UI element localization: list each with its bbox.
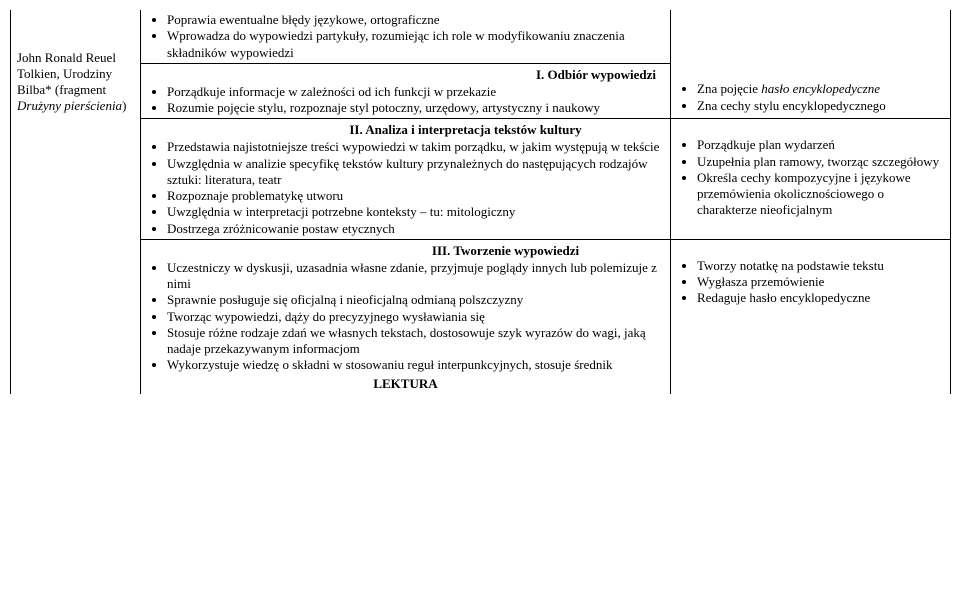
intro-middle-cell: Poprawia ewentualne błędy językowe, orto… [141, 10, 671, 63]
list-item: Wprowadza do wypowiedzi partykuły, rozum… [167, 28, 664, 61]
lektura-heading: LEKTURA [147, 376, 664, 392]
list-item: Porządkuje plan wydarzeń [697, 137, 944, 153]
list-item: Uwzględnia w analizie specyfikę tekstów … [167, 156, 664, 189]
section1-middle-cell: I. Odbiór wypowiedzi Porządkuje informac… [141, 63, 671, 119]
source-cell: John Ronald Reuel Tolkien, Urodziny Bilb… [11, 10, 141, 394]
list-item: Rozumie pojęcie stylu, rozpoznaje styl p… [167, 100, 664, 116]
list-item: Sprawnie posługuje się oficjalną i nieof… [167, 292, 664, 308]
list-item: Uzupełnia plan ramowy, tworząc szczegóło… [697, 154, 944, 170]
table-row: John Ronald Reuel Tolkien, Urodziny Bilb… [11, 10, 951, 63]
section3-left-list: Uczestniczy w dyskusji, uzasadnia własne… [167, 260, 664, 374]
list-item: Wykorzystuje wiedzę o składni w stosowan… [167, 357, 664, 373]
section3-right-list: Tworzy notatkę na podstawie tekstu Wygła… [697, 258, 944, 307]
intro-right-cell [671, 10, 951, 63]
author-line: Bilba* (fragment Drużyny pierścienia) [17, 82, 134, 114]
list-item: Porządkuje informacje w zależności od ic… [167, 84, 664, 100]
section1-right-list: Zna pojęcie hasło encyklopedyczne Zna ce… [697, 81, 944, 114]
list-item: Określa cechy kompozycyjne i językowe pr… [697, 170, 944, 219]
list-item: Dostrzega zróżnicowanie postaw etycznych [167, 221, 664, 237]
list-item: Wygłasza przemówienie [697, 274, 944, 290]
section2-middle-cell: II. Analiza i interpretacja tekstów kult… [141, 119, 671, 240]
section3-middle-cell: III. Tworzenie wypowiedzi Uczestniczy w … [141, 239, 671, 393]
author-line: John Ronald Reuel [17, 50, 134, 66]
list-item: Poprawia ewentualne błędy językowe, orto… [167, 12, 664, 28]
list-item: Przedstawia najistotniejsze treści wypow… [167, 139, 664, 155]
list-item: Uczestniczy w dyskusji, uzasadnia własne… [167, 260, 664, 293]
list-item: Zna cechy stylu encyklopedycznego [697, 98, 944, 114]
section3-right-cell: Tworzy notatkę na podstawie tekstu Wygła… [671, 239, 951, 393]
list-item: Rozpoznaje problematykę utworu [167, 188, 664, 204]
list-item: Tworząc wypowiedzi, dąży do precyzyjnego… [167, 309, 664, 325]
section2-left-list: Przedstawia najistotniejsze treści wypow… [167, 139, 664, 237]
section2-right-cell: Porządkuje plan wydarzeń Uzupełnia plan … [671, 119, 951, 240]
table-row: III. Tworzenie wypowiedzi Uczestniczy w … [11, 239, 951, 393]
list-item: Uwzględnia w interpretacji potrzebne kon… [167, 204, 664, 220]
section1-right-cell: Zna pojęcie hasło encyklopedyczne Zna ce… [671, 63, 951, 119]
author-line: Tolkien, Urodziny [17, 66, 134, 82]
table-row: I. Odbiór wypowiedzi Porządkuje informac… [11, 63, 951, 119]
intro-list: Poprawia ewentualne błędy językowe, orto… [167, 12, 664, 61]
list-item: Zna pojęcie hasło encyklopedyczne [697, 81, 944, 97]
list-item: Tworzy notatkę na podstawie tekstu [697, 258, 944, 274]
section-heading: III. Tworzenie wypowiedzi [347, 243, 664, 259]
section-heading: I. Odbiór wypowiedzi [147, 67, 664, 83]
section1-left-list: Porządkuje informacje w zależności od ic… [167, 84, 664, 117]
section-heading: II. Analiza i interpretacja tekstów kult… [267, 122, 664, 138]
table-row: II. Analiza i interpretacja tekstów kult… [11, 119, 951, 240]
section2-right-list: Porządkuje plan wydarzeń Uzupełnia plan … [697, 137, 944, 218]
curriculum-table: John Ronald Reuel Tolkien, Urodziny Bilb… [10, 10, 951, 394]
list-item: Redaguje hasło encyklopedyczne [697, 290, 944, 306]
list-item: Stosuje różne rodzaje zdań we własnych t… [167, 325, 664, 358]
